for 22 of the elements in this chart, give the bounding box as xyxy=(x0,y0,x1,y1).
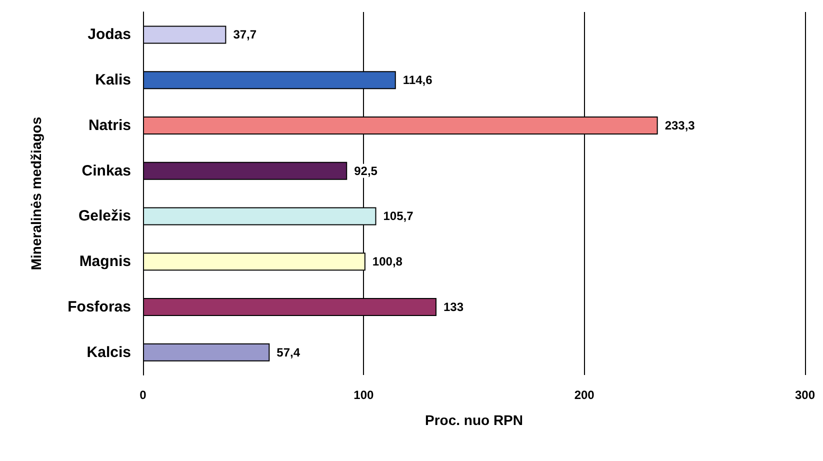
x-tick-label: 300 xyxy=(794,388,816,402)
x-tick-label: 0 xyxy=(140,388,147,402)
y-tick-label: Fosforas xyxy=(68,298,131,316)
y-axis-title: Mineralinės medžiagos xyxy=(28,116,44,270)
data-label: 92,5 xyxy=(354,164,378,178)
data-label: 37,7 xyxy=(233,28,257,42)
data-label: 114,6 xyxy=(402,73,433,88)
x-axis-title: Proc. nuo RPN xyxy=(424,412,524,428)
data-label: 105,7 xyxy=(383,209,414,224)
data-label: 57,4 xyxy=(276,345,300,360)
data-label: 100,8 xyxy=(372,254,403,269)
y-tick-label: Kalis xyxy=(95,72,131,89)
data-label: 133 xyxy=(443,300,464,314)
y-tick-label: Magnis xyxy=(79,253,131,270)
x-tick-label: 200 xyxy=(574,388,595,402)
y-tick-label: Natris xyxy=(88,116,131,134)
y-tick-label: Geležis xyxy=(78,208,131,225)
x-tick-label: 100 xyxy=(354,388,374,402)
y-tick-label: Cinkas xyxy=(82,162,131,180)
y-tick-label: Kalcis xyxy=(86,344,131,361)
data-label: 233,3 xyxy=(664,118,696,132)
y-tick-label: Jodas xyxy=(88,26,131,44)
